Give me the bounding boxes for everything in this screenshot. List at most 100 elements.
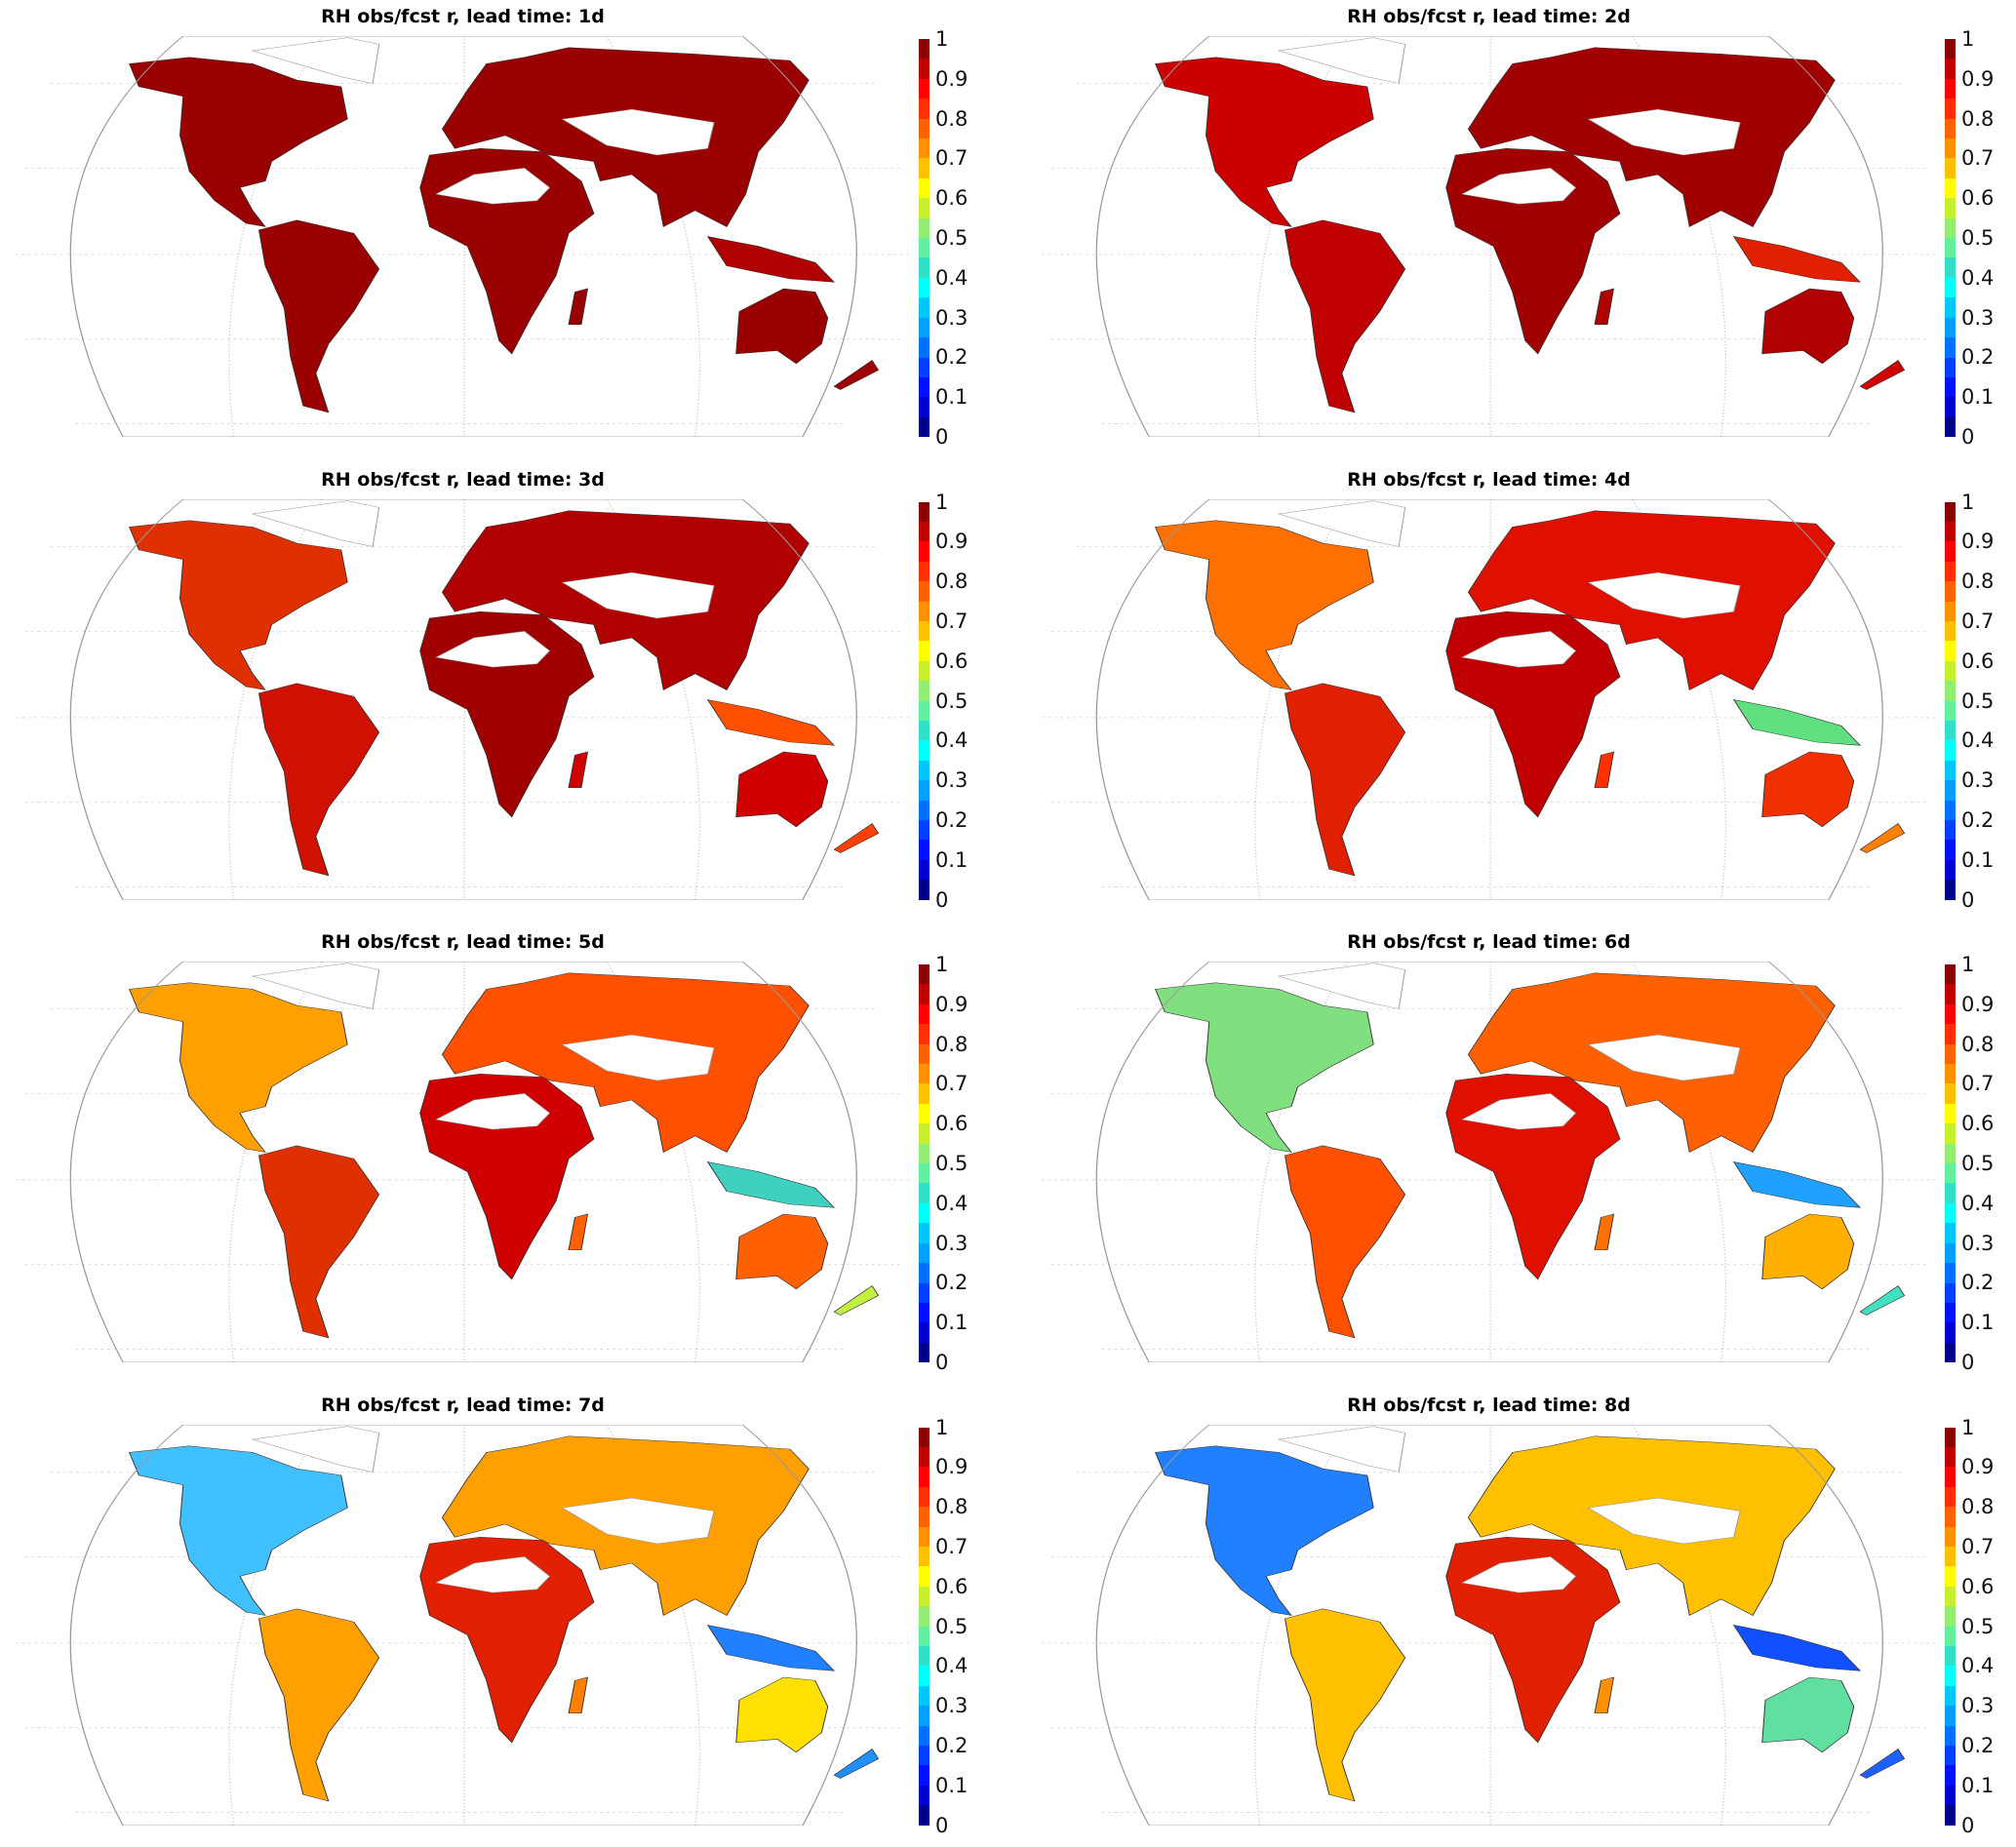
colorbar-level	[1945, 1805, 1956, 1826]
colorbar-level	[1945, 177, 1956, 199]
world-map	[1042, 36, 1936, 437]
colorbar-tick-label: 0.7	[935, 609, 968, 633]
colorbar	[919, 501, 929, 900]
map-frame	[1095, 962, 1883, 1362]
colorbar	[919, 39, 929, 438]
region-south-america	[1284, 219, 1406, 413]
colorbar-level	[919, 1765, 929, 1786]
colorbar-tick-label: 0.1	[1961, 1773, 1995, 1797]
colorbar-tick-label: 0.1	[935, 1311, 968, 1335]
colorbar-level	[919, 1706, 929, 1726]
colorbar-level	[919, 1725, 929, 1746]
region-australia	[1761, 751, 1855, 827]
colorbar-level	[1945, 561, 1956, 582]
colorbar-level	[919, 1342, 929, 1363]
colorbar-level	[919, 601, 929, 621]
colorbar-level	[919, 1123, 929, 1144]
colorbar-tick-label: 0.5	[935, 688, 968, 713]
colorbar-tick-label: 0.4	[1961, 1191, 1995, 1215]
colorbar-tick-label: 0.2	[935, 807, 968, 832]
world-map	[16, 962, 910, 1362]
masked-areas	[1277, 499, 1741, 667]
colorbar-tick-label: 0.3	[1961, 768, 1995, 793]
colorbar-level	[1945, 357, 1956, 377]
colorbar-tick-label: 1	[935, 27, 949, 51]
colorbar-level	[919, 1003, 929, 1025]
colorbar-level	[1945, 317, 1956, 338]
colorbar	[919, 1427, 929, 1826]
region-south-america	[1284, 1145, 1406, 1339]
colorbar-level	[919, 1746, 929, 1766]
map-frame	[69, 1424, 857, 1826]
masked-areas	[1277, 37, 1741, 205]
colorbar-level	[1945, 1043, 1956, 1065]
mask-central-asia	[1587, 1497, 1741, 1544]
region-africa	[1445, 1536, 1621, 1743]
colorbar-level	[1945, 416, 1956, 438]
colorbar-level	[1945, 700, 1956, 721]
colorbar	[1945, 1427, 1956, 1826]
colorbar-level	[919, 98, 929, 119]
world-map	[16, 1424, 910, 1826]
colorbar-level	[919, 277, 929, 298]
colorbar-level	[1945, 1322, 1956, 1343]
colorbar-tick-label: 0.7	[1961, 146, 1995, 171]
map-panel: RH obs/fcst r, lead time: 2d	[1026, 0, 2016, 458]
mask-greenland	[1277, 499, 1406, 547]
world-map	[1042, 498, 1936, 900]
colorbar-tick-label: 0.9	[1961, 1455, 1995, 1479]
colorbar-level	[919, 1626, 929, 1646]
colorbar-level	[1945, 1467, 1956, 1487]
region-madagascar	[568, 288, 589, 325]
colorbar-tick-label: 0.5	[935, 1614, 968, 1638]
colorbar-tick-label: 0.4	[1961, 728, 1995, 753]
region-australia	[735, 1213, 829, 1290]
mask-sahara	[435, 168, 551, 205]
colorbar-level	[1945, 59, 1956, 79]
colorbar-level	[1945, 1024, 1956, 1044]
colorbar-level	[919, 1507, 929, 1527]
mask-central-asia	[1587, 1034, 1741, 1081]
colorbar-tick-label: 0.5	[1961, 688, 1995, 713]
mask-central-asia	[561, 571, 715, 618]
colorbar-level	[919, 416, 929, 438]
region-indonesia	[706, 236, 836, 283]
colorbar-level	[919, 1263, 929, 1283]
colorbar-tick-label: 0.3	[1961, 1231, 1995, 1255]
colorbar-level	[1945, 98, 1956, 119]
colorbar-tick-label: 0	[935, 1813, 949, 1837]
region-australia	[735, 288, 829, 365]
region-madagascar	[568, 1676, 589, 1713]
colorbar-level	[919, 1785, 929, 1806]
colorbar-tick-label: 0.3	[935, 1694, 968, 1718]
panel-title: RH obs/fcst r, lead time: 3d	[321, 468, 605, 491]
mask-greenland	[251, 1425, 380, 1473]
colorbar-level	[919, 840, 929, 860]
colorbar-ticks: 1 0.9 0.8 0.7 0.6 0.5 0.4 0.3 0.2 0.1 0	[1961, 491, 2016, 912]
colorbar-level	[1945, 1645, 1956, 1667]
colorbar-level	[919, 581, 929, 602]
map-panel: RH obs/fcst r, lead time: 4d	[1026, 463, 2016, 922]
colorbar-tick-label: 0.8	[935, 106, 968, 131]
panel-title: RH obs/fcst r, lead time: 7d	[321, 1394, 605, 1416]
region-north-america	[129, 1444, 348, 1616]
colorbar-tick-label: 0.6	[1961, 1574, 1995, 1598]
masked-areas	[251, 499, 715, 667]
colorbar-tick-label: 0.2	[1961, 345, 1995, 370]
colorbar-tick-label: 0.9	[935, 1455, 968, 1479]
land-regions	[1155, 47, 1906, 413]
region-new-zealand	[833, 1284, 880, 1316]
colorbar-tick-label: 0.4	[935, 1654, 968, 1678]
mask-central-asia	[561, 1497, 715, 1544]
panel-title: RH obs/fcst r, lead time: 1d	[321, 6, 605, 27]
colorbar-tick-label: 0.1	[935, 385, 968, 410]
region-africa	[419, 610, 595, 817]
colorbar-tick-label: 1	[1961, 1415, 1975, 1439]
colorbar-level	[1945, 641, 1956, 661]
region-indonesia	[1732, 1624, 1862, 1671]
colorbar-level	[919, 357, 929, 377]
colorbar-level	[919, 1606, 929, 1627]
region-north-america	[129, 519, 348, 690]
colorbar-level	[1945, 337, 1956, 358]
colorbar-tick-label: 0.6	[935, 1574, 968, 1598]
